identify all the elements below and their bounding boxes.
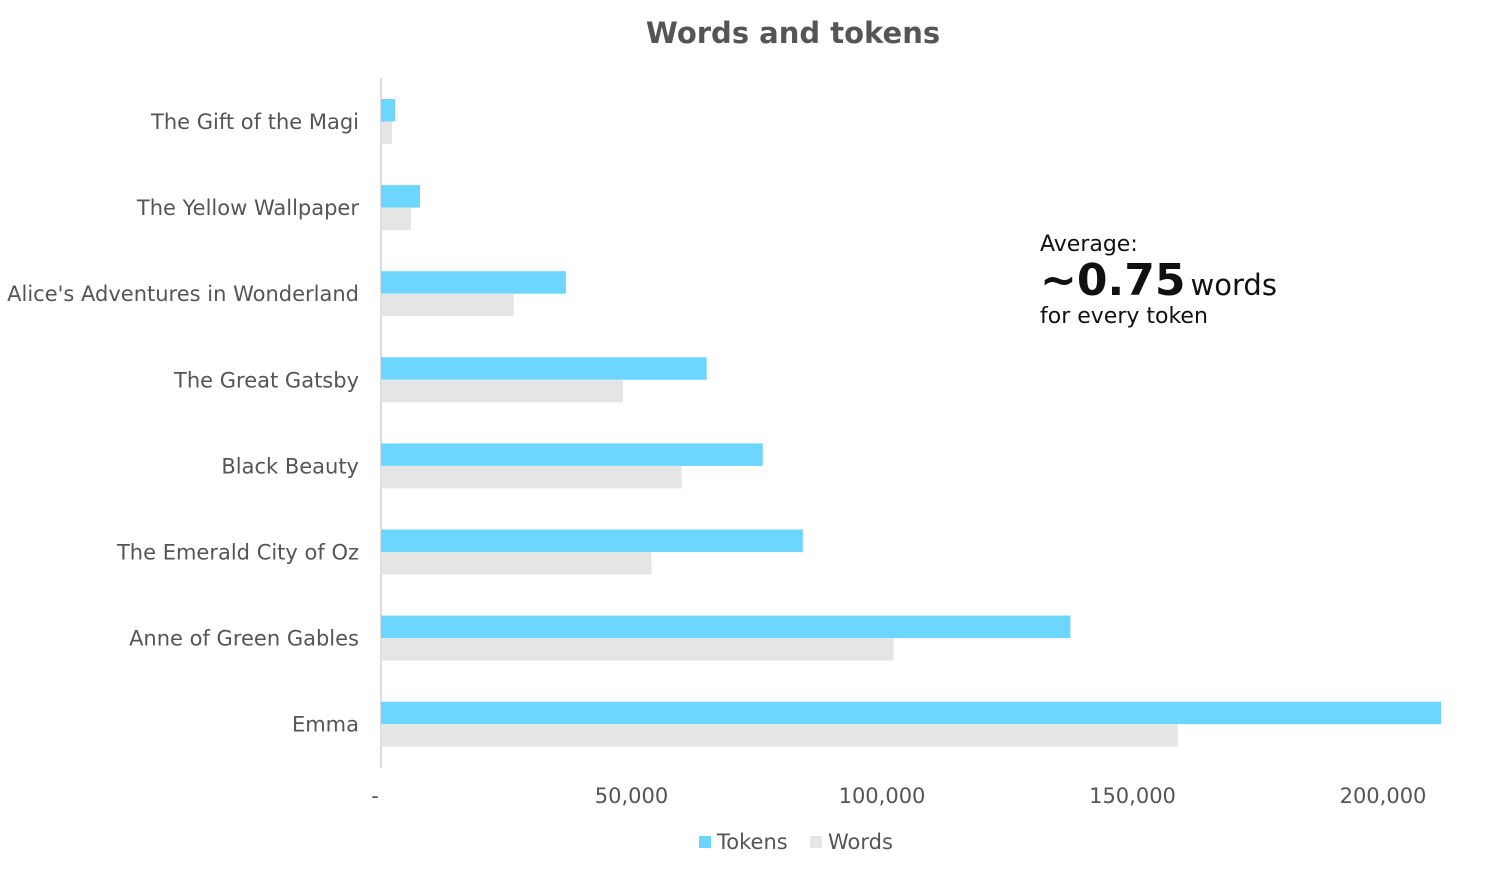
chart-title: Words and tokens	[646, 16, 940, 50]
category-label: The Yellow Wallpaper	[136, 196, 359, 220]
bar-tokens	[381, 185, 421, 208]
category-label: The Emerald City of Oz	[116, 541, 359, 565]
x-tick-label: 150,000	[1089, 784, 1176, 808]
bar-tokens	[381, 99, 396, 122]
legend-label-words: Words	[828, 830, 893, 854]
legend: Tokens Words	[699, 830, 893, 854]
bar-words	[381, 638, 894, 661]
annotation-caption: for every token	[1040, 304, 1208, 329]
x-tick-label: 100,000	[839, 784, 926, 808]
annotation-unit: words	[1190, 268, 1277, 302]
legend-swatch-tokens	[699, 836, 711, 848]
bar-words	[381, 379, 623, 403]
x-tick-label: 200,000	[1340, 784, 1427, 808]
bar-tokens	[381, 701, 1442, 725]
bar-tokens	[381, 529, 803, 552]
x-tick-label: 50,000	[595, 784, 668, 808]
annotation-value: ~0.75	[1040, 255, 1186, 306]
bar-words	[381, 552, 652, 575]
legend-label-tokens: Tokens	[716, 830, 788, 854]
bar-words	[381, 121, 393, 144]
category-label: The Great Gatsby	[173, 368, 359, 392]
x-tick-label: -	[371, 784, 379, 808]
bar-tokens	[381, 615, 1071, 639]
bar-words	[381, 207, 412, 231]
bar-words	[381, 724, 1178, 747]
category-label: Emma	[292, 713, 359, 737]
bar-words	[381, 293, 514, 317]
category-label: Black Beauty	[221, 454, 359, 478]
bar-words	[381, 465, 682, 489]
category-label: The Gift of the Magi	[150, 110, 359, 134]
bar-tokens	[381, 271, 566, 294]
bar-tokens	[381, 357, 707, 380]
annotation-label: Average:	[1040, 232, 1138, 257]
legend-swatch-words	[810, 836, 822, 848]
bar-tokens	[381, 443, 763, 466]
category-label: Anne of Green Gables	[129, 627, 359, 651]
average-annotation: Average: ~0.75 words for every token	[1040, 232, 1277, 329]
category-label: Alice's Adventures in Wonderland	[7, 282, 359, 306]
